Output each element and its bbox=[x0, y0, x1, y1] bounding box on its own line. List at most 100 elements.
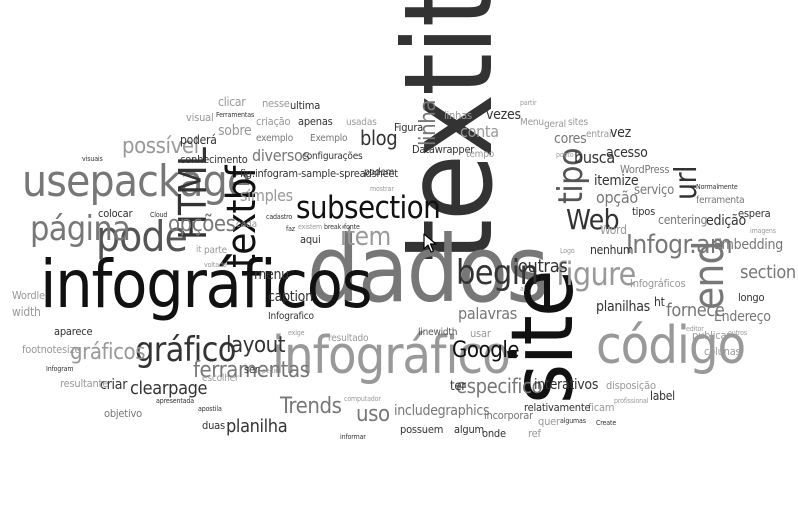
word-cada: cada bbox=[236, 219, 257, 230]
word-pode: pode bbox=[96, 212, 188, 261]
word-geral: geral bbox=[544, 119, 566, 130]
word-infograficos-small: Infográficos bbox=[630, 277, 686, 290]
word-apenas: apenas bbox=[298, 115, 333, 128]
word-conta: conta bbox=[460, 122, 499, 141]
word-infograficos: infográficos bbox=[40, 246, 373, 323]
word-ficam: ficam bbox=[588, 401, 615, 414]
word-begin: begin bbox=[456, 253, 539, 293]
word-acesso: acesso bbox=[606, 145, 648, 161]
word-nesse: nesse bbox=[262, 97, 290, 110]
word-algum: algum bbox=[454, 423, 484, 436]
word-visual: visual bbox=[186, 111, 214, 124]
word-possuem: possuem bbox=[400, 423, 444, 436]
word-simples: simples bbox=[240, 186, 293, 205]
word-google: Google bbox=[452, 338, 520, 363]
word-relativamente: relativamente bbox=[524, 401, 591, 414]
word-al: al bbox=[520, 285, 526, 293]
word-clearpage: clearpage bbox=[130, 378, 208, 399]
word-diversos: diversos bbox=[252, 146, 310, 165]
word-longo: longo bbox=[738, 291, 765, 304]
word-create: Create bbox=[596, 419, 617, 427]
word-itemize: itemize bbox=[594, 173, 639, 189]
word-profissional: profissional bbox=[614, 397, 649, 405]
word-nenhum: nenhum bbox=[590, 243, 634, 257]
word-apostila: apostila bbox=[198, 405, 222, 413]
word-espera: espera bbox=[738, 207, 771, 220]
word-sites: sites bbox=[568, 117, 588, 128]
word-break: break bbox=[324, 223, 342, 231]
word-graficos: gráficos bbox=[70, 340, 146, 365]
word-cloud: Cloud bbox=[150, 211, 168, 219]
word-planilhas: planilhas bbox=[596, 299, 650, 315]
word-voltado: voltado bbox=[204, 261, 227, 269]
word-ref: ref bbox=[528, 427, 541, 440]
word-infogram: Infogr.am bbox=[626, 230, 733, 260]
word-objetivo: objetivo bbox=[104, 407, 142, 420]
word-colunas: colunas bbox=[704, 345, 741, 358]
word-onde: onde bbox=[482, 427, 506, 440]
word-vez: vez bbox=[610, 125, 631, 141]
word-endereco: Endereço bbox=[714, 309, 771, 325]
word-pedir: pedir bbox=[262, 367, 278, 375]
word-embedding: Embedding bbox=[714, 237, 783, 253]
word-resultante: resultante bbox=[60, 377, 109, 390]
word-it: it bbox=[196, 245, 202, 255]
word-imagens: imagens bbox=[750, 227, 776, 235]
word-apresentada: apresentada bbox=[156, 397, 194, 405]
word-ferramentas: ferramentas bbox=[193, 358, 310, 383]
word-possivel: possível bbox=[122, 134, 199, 159]
word-ponto: ponto bbox=[556, 151, 574, 159]
word-outras: outras bbox=[518, 256, 568, 277]
word-wordpress: WordPress bbox=[620, 163, 670, 176]
word-logo: Logo bbox=[560, 247, 575, 255]
word-quer: quer bbox=[538, 415, 560, 428]
word-normalmente: Normalmente bbox=[696, 183, 738, 191]
word-especifico: especifico bbox=[456, 374, 543, 398]
word-cadastro: cadastro bbox=[266, 213, 293, 221]
word-wordle: Wordle bbox=[12, 289, 45, 302]
word-codigo: código bbox=[596, 316, 746, 376]
word-editor: editor bbox=[686, 325, 704, 333]
word-colocar: colocar bbox=[98, 207, 133, 220]
word-disposicao: disposição bbox=[606, 379, 656, 392]
word-trends: Trends bbox=[280, 394, 342, 419]
word-exemplo: Exemplo bbox=[310, 133, 348, 144]
word-escolher: escolher bbox=[202, 373, 239, 384]
word-podera: poderá bbox=[180, 133, 217, 147]
mouse-cursor-icon bbox=[423, 233, 437, 253]
word-fonte: fonte bbox=[344, 223, 360, 231]
word-vezes: vezes bbox=[486, 107, 521, 123]
word-label: label bbox=[650, 389, 675, 403]
word-linewidth: linewidth bbox=[418, 327, 458, 338]
word-algumas: algumas bbox=[560, 417, 586, 425]
word-item: item bbox=[340, 222, 391, 252]
word-aparece: aparece bbox=[54, 325, 93, 338]
word-width: width bbox=[12, 305, 41, 319]
word-centering: centering bbox=[658, 213, 708, 227]
word-ultima: ultima bbox=[290, 99, 321, 112]
word-figura: Figura bbox=[394, 121, 424, 134]
word-layout: layout bbox=[226, 333, 286, 358]
word-infografico-small: Infografico bbox=[268, 311, 314, 322]
word-opcao: opção bbox=[596, 188, 638, 207]
word-blog: blog bbox=[360, 126, 398, 150]
word-tempo: tempo bbox=[466, 149, 495, 160]
word-ferramenta: ferramenta bbox=[696, 195, 745, 206]
word-resultado: resultado bbox=[328, 333, 369, 344]
word-mostrar: mostrar bbox=[370, 185, 394, 193]
word-ferramentas-small: Ferramentas bbox=[216, 111, 255, 119]
word-grafico: gráfico bbox=[135, 330, 236, 370]
word-podem: podem bbox=[364, 167, 395, 178]
word-ter: ter bbox=[450, 379, 466, 394]
word-planilha: planilha bbox=[226, 416, 288, 437]
word-partir: partir bbox=[520, 99, 537, 107]
word-informar: informar bbox=[340, 433, 366, 441]
word-servico: serviço bbox=[634, 183, 675, 198]
word-subsection: subsection bbox=[296, 190, 441, 226]
word-menu: menu bbox=[254, 267, 289, 283]
word-duas: duas bbox=[202, 419, 225, 432]
word-word: Word bbox=[600, 223, 627, 237]
word-faz: faz bbox=[286, 225, 295, 233]
word-infogram-small: Infogram bbox=[46, 365, 74, 373]
